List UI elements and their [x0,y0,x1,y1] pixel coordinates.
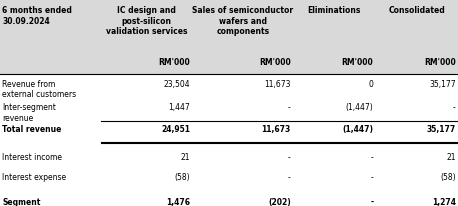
Text: 21: 21 [180,152,190,161]
Text: -: - [371,172,373,181]
Text: 1,476: 1,476 [166,197,190,206]
Text: Interest income: Interest income [2,152,62,161]
Text: -: - [370,197,373,206]
Text: (58): (58) [440,172,456,181]
Text: Revenue from
external customers: Revenue from external customers [2,79,76,99]
Text: (1,447): (1,447) [342,125,373,133]
Text: -: - [453,103,456,112]
Text: 6 months ended
30.09.2024: 6 months ended 30.09.2024 [2,6,72,26]
Text: Sales of semiconductor
wafers and
components: Sales of semiconductor wafers and compon… [192,6,293,36]
Text: (1,447): (1,447) [345,103,373,112]
Text: IC design and
post-silicon
validation services: IC design and post-silicon validation se… [106,6,187,36]
Text: Segment
profit/(Loss) before
tax: Segment profit/(Loss) before tax [2,197,87,206]
Text: (202): (202) [268,197,291,206]
Text: 1,447: 1,447 [169,103,190,112]
Text: RM'000: RM'000 [158,58,190,67]
Text: -: - [288,103,291,112]
Text: Consolidated: Consolidated [388,6,445,15]
Text: -: - [288,152,291,161]
Bar [0,0,458,74]
Text: 11,673: 11,673 [264,79,291,88]
Text: 1,274: 1,274 [432,197,456,206]
Text: Total revenue: Total revenue [2,125,62,133]
Text: 35,177: 35,177 [426,125,456,133]
Text: Interest expense: Interest expense [2,172,66,181]
Text: 23,504: 23,504 [164,79,190,88]
Text: 21: 21 [446,152,456,161]
Text: RM'000: RM'000 [342,58,373,67]
Text: 24,951: 24,951 [161,125,190,133]
Text: RM'000: RM'000 [424,58,456,67]
Text: -: - [288,172,291,181]
Text: -: - [371,152,373,161]
Text: RM'000: RM'000 [259,58,291,67]
Text: Eliminations: Eliminations [308,6,361,15]
Text: Inter-segment
revenue: Inter-segment revenue [2,103,56,122]
Text: 35,177: 35,177 [429,79,456,88]
Text: (58): (58) [174,172,190,181]
Text: 0: 0 [368,79,373,88]
Text: 11,673: 11,673 [262,125,291,133]
